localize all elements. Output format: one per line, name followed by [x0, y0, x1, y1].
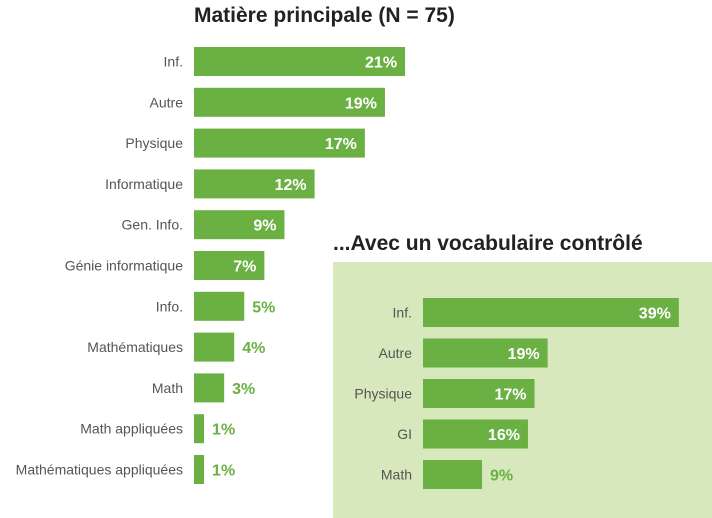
main-bar	[194, 251, 265, 280]
inset-bar	[423, 379, 535, 408]
main-value-label: 1%	[212, 463, 235, 480]
inset-category-label: Math	[381, 467, 412, 483]
main-category-label: Mathématiques	[87, 339, 183, 355]
main-bar	[194, 373, 225, 403]
main-value-label: 17%	[325, 136, 357, 153]
inset-category-label: Inf.	[393, 305, 412, 321]
inset-value-label: 19%	[508, 346, 540, 363]
main-category-label: Autre	[150, 94, 184, 110]
main-bar	[194, 169, 315, 199]
main-category-label: Mathématiques appliquées	[16, 462, 183, 478]
inset-bar	[423, 298, 679, 327]
main-category-label: Info.	[156, 298, 183, 314]
main-bar	[194, 414, 205, 444]
main-chart-title: Matière principale (N = 75)	[194, 4, 455, 27]
main-value-label: 12%	[275, 177, 307, 194]
inset-value-label: 17%	[494, 387, 526, 404]
inset-value-label: 39%	[639, 306, 671, 323]
main-value-label: 5%	[252, 299, 275, 316]
main-value-label: 21%	[365, 55, 397, 72]
main-category-label: Math appliquées	[80, 421, 183, 437]
main-bar	[194, 455, 205, 484]
main-category-label: Informatique	[105, 176, 183, 192]
main-bar	[194, 332, 235, 362]
main-category-label: Gen. Info.	[122, 217, 183, 233]
main-category-label: Génie informatique	[65, 258, 184, 274]
main-value-label: 9%	[253, 218, 276, 235]
main-value-label: 19%	[345, 95, 377, 112]
main-category-label: Physique	[125, 135, 183, 151]
main-value-label: 4%	[242, 340, 265, 357]
main-value-label: 7%	[233, 259, 256, 276]
main-bar	[194, 87, 385, 117]
inset-bar	[423, 460, 483, 489]
inset-value-label: 9%	[490, 468, 513, 485]
main-value-label: 1%	[212, 422, 235, 439]
inset-category-label: Autre	[379, 345, 413, 361]
main-category-label: Inf.	[164, 54, 183, 70]
main-bar	[194, 128, 365, 158]
inset-category-label: Physique	[354, 386, 412, 402]
main-bar	[194, 210, 285, 240]
main-bar	[194, 291, 245, 321]
inset-category-label: GI	[397, 426, 412, 442]
main-value-label: 3%	[232, 381, 255, 398]
inset-bar	[423, 419, 528, 449]
inset-chart-title: ...Avec un vocabulaire contrôlé	[333, 232, 643, 255]
main-category-label: Math	[152, 380, 183, 396]
inset-value-label: 16%	[488, 427, 520, 444]
main-bar	[194, 47, 406, 76]
inset-bar	[423, 338, 548, 368]
